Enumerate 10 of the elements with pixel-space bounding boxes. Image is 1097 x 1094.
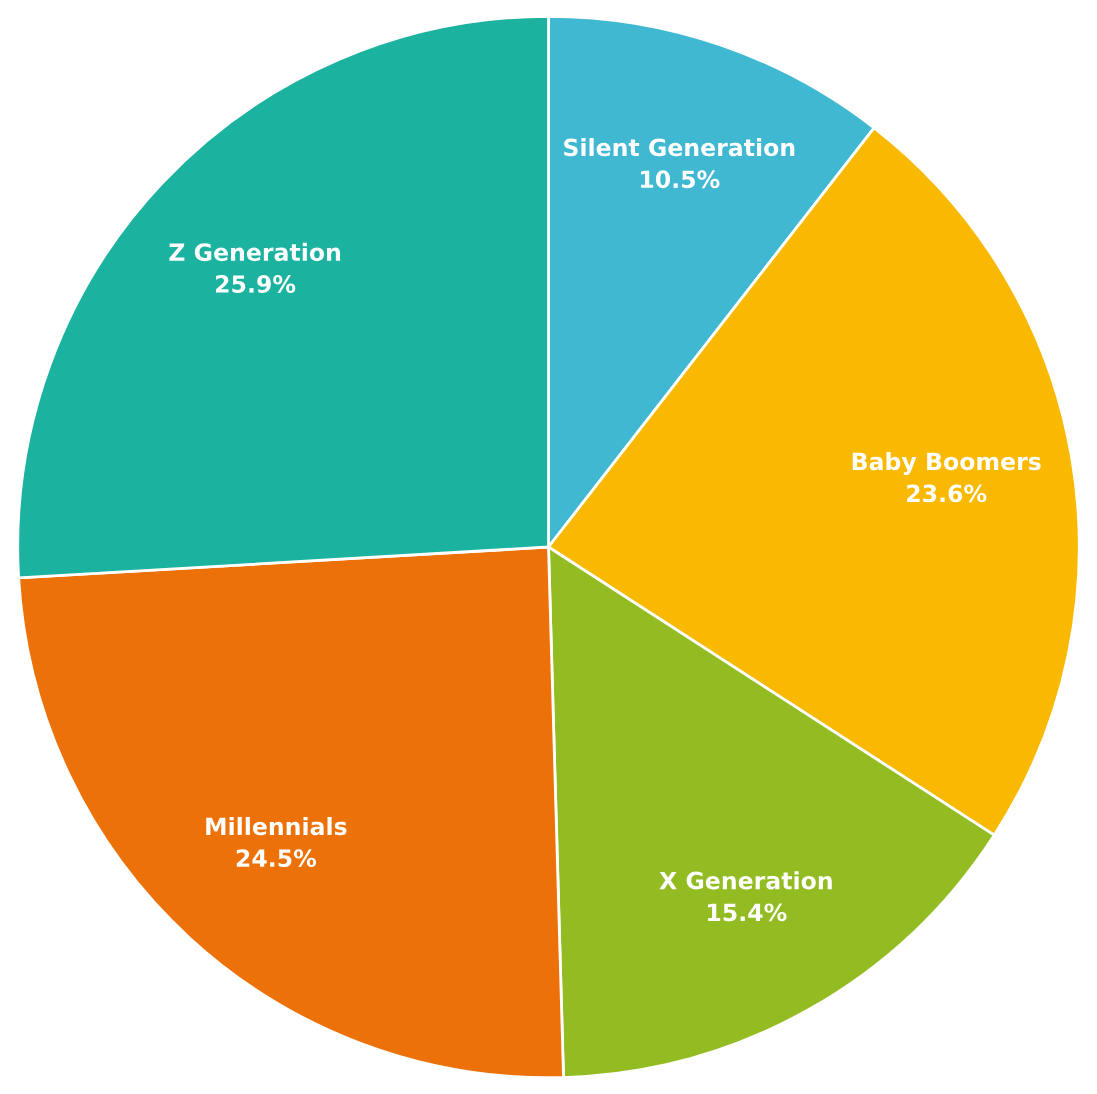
slice-label: X Generation [659,871,832,890]
data-label: 25.9% [216,275,296,293]
data-label: 24.5% [236,849,317,868]
data-label: 23.6% [907,484,987,503]
slice-label: Millennials [206,816,347,836]
slice-label: Z Generation [169,242,341,262]
data-label: 10.5% [640,170,720,189]
data-label: 15.4% [708,903,787,922]
slice-label: Baby Boomers [852,452,1041,476]
slice-label: Silent Generation [564,138,795,157]
